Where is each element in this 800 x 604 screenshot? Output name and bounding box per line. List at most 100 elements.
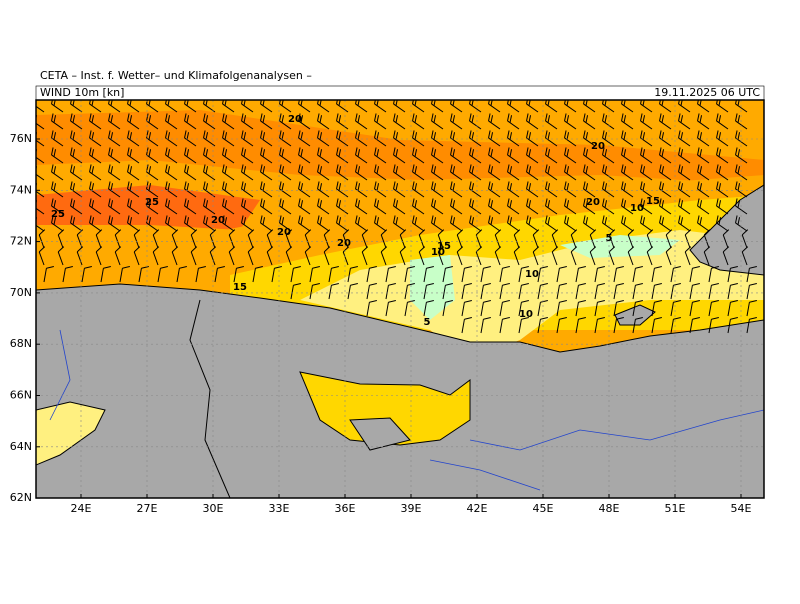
barb-feather <box>70 164 73 173</box>
barb-feather <box>414 115 418 123</box>
barb-shaft <box>146 205 159 215</box>
barb-shaft <box>222 171 235 181</box>
wind-barb <box>423 265 434 283</box>
wind-barb <box>564 198 577 215</box>
wind-barb <box>222 130 235 147</box>
wind-barb <box>203 113 216 130</box>
barb-shaft <box>317 222 330 232</box>
barb-feather <box>730 316 738 320</box>
barb-shaft <box>165 120 178 130</box>
barb-shaft <box>233 268 237 283</box>
barb-feather <box>300 100 304 106</box>
barb-feather <box>393 198 396 207</box>
barb-feather <box>604 115 608 123</box>
barb-feather <box>661 200 665 208</box>
wind-barb <box>640 215 653 232</box>
barb-feather <box>737 200 741 208</box>
barb-feather <box>300 183 304 191</box>
barb-feather <box>452 166 456 174</box>
barb-feather <box>65 265 73 269</box>
wind-barb <box>336 113 349 130</box>
wind-barb <box>697 130 710 147</box>
contour-label: 10 <box>630 203 644 214</box>
wind-barb <box>108 113 121 130</box>
barb-feather <box>445 282 453 286</box>
barb-feather <box>469 215 472 224</box>
barb-feather <box>716 147 719 156</box>
barb-shaft <box>651 319 655 334</box>
wind-barb <box>361 246 369 266</box>
barb-feather <box>279 147 282 156</box>
barb-shaft <box>583 205 596 215</box>
barb-feather <box>319 200 323 208</box>
barb-feather <box>642 217 646 225</box>
barb-feather <box>285 229 293 236</box>
barb-shaft <box>51 154 64 164</box>
wind-barb <box>551 246 559 266</box>
barb-feather <box>564 215 567 224</box>
barb-feather <box>127 113 130 122</box>
barb-feather <box>186 200 190 208</box>
barb-shaft <box>480 319 484 334</box>
barb-feather <box>146 198 149 207</box>
barb-shaft <box>190 251 197 266</box>
barb-feather <box>369 299 377 303</box>
wind-barb <box>708 316 719 334</box>
wind-barb <box>442 265 453 283</box>
barb-feather <box>224 149 228 157</box>
wind-barb <box>613 282 624 300</box>
barb-feather <box>262 100 266 106</box>
barb-shaft <box>632 319 636 334</box>
barb-feather <box>585 200 589 208</box>
wind-barb <box>659 215 672 232</box>
barb-feather <box>72 200 76 208</box>
barb-feather <box>583 147 586 156</box>
barb-feather <box>585 100 589 106</box>
barb-feather <box>241 130 244 139</box>
barb-feather <box>57 229 65 236</box>
barb-feather <box>91 183 95 191</box>
wind-barb <box>399 246 407 266</box>
barb-shaft <box>51 137 64 147</box>
wind-barb <box>108 164 121 181</box>
barb-feather <box>108 198 111 207</box>
barb-feather <box>148 200 152 208</box>
barb-feather <box>355 164 358 173</box>
wind-barb <box>499 282 510 300</box>
barb-feather <box>414 183 418 191</box>
wind-barb <box>355 215 368 232</box>
barb-feather <box>167 132 171 140</box>
barb-feather <box>222 130 225 139</box>
barb-shaft <box>317 205 330 215</box>
barb-shaft <box>640 154 653 164</box>
wind-barb <box>298 113 311 130</box>
barb-feather <box>635 282 643 286</box>
barb-feather <box>388 299 396 303</box>
barb-feather <box>133 246 141 253</box>
wind-barb <box>450 215 463 232</box>
barb-feather <box>469 164 472 173</box>
barb-shaft <box>176 268 180 283</box>
barb-feather <box>692 316 700 320</box>
barb-feather <box>184 113 187 122</box>
barb-feather <box>661 149 665 157</box>
barb-feather <box>621 198 624 207</box>
barb-feather <box>167 183 171 191</box>
barb-shaft <box>507 188 520 198</box>
barb-feather <box>452 149 456 157</box>
barb-feather <box>513 246 521 253</box>
barb-feather <box>110 200 114 208</box>
barb-feather <box>300 200 304 208</box>
wind-barb <box>355 198 368 215</box>
wind-barb <box>461 299 472 317</box>
barb-feather <box>336 113 339 122</box>
wind-barb <box>184 113 197 130</box>
barb-shaft <box>399 251 406 266</box>
wind-barb <box>165 198 178 215</box>
wind-barb <box>355 147 368 164</box>
barb-feather <box>433 200 437 208</box>
barb-shaft <box>741 234 748 249</box>
barb-feather <box>597 265 605 269</box>
barb-shaft <box>659 205 672 215</box>
